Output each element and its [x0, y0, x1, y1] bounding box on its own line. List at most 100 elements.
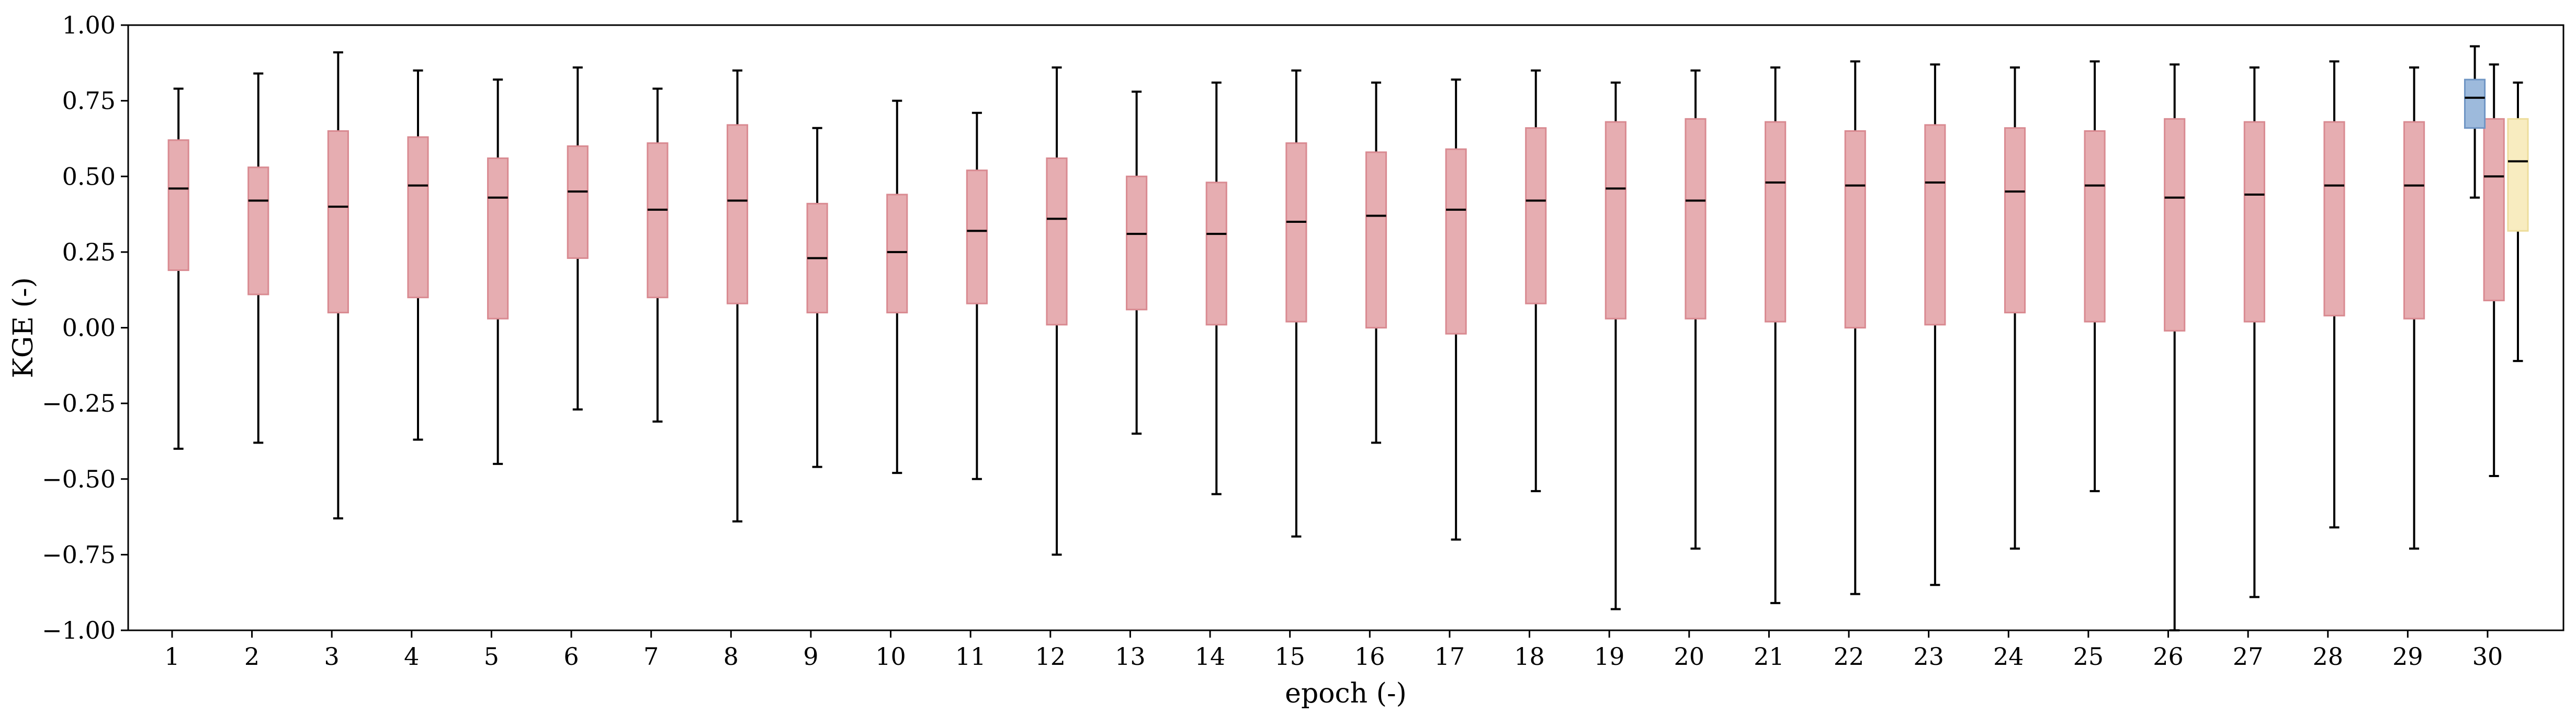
x-tick-label: 30 — [2472, 642, 2503, 671]
box-red-6 — [567, 66, 589, 411]
box-red-13 — [1126, 90, 1148, 435]
iqr-box — [1046, 157, 1068, 326]
x-tick-label: 5 — [484, 642, 499, 671]
y-axis-label: KGE (-) — [8, 277, 39, 378]
iqr-box — [1285, 142, 1307, 323]
box-red-2 — [247, 72, 269, 444]
box-red-19 — [1605, 81, 1626, 610]
box-red-5 — [487, 78, 509, 465]
x-tick-label: 9 — [803, 642, 818, 671]
box-red-4 — [407, 69, 429, 441]
x-tick-label: 4 — [404, 642, 419, 671]
x-tick-label: 2 — [244, 642, 259, 671]
box-red-21 — [1765, 66, 1787, 604]
x-tick-label: 12 — [1035, 642, 1066, 671]
iqr-box — [2403, 121, 2425, 320]
iqr-box — [1365, 151, 1387, 328]
y-tick-label: −0.25 — [42, 389, 116, 417]
x-tick-label: 6 — [563, 642, 579, 671]
iqr-box — [726, 124, 749, 304]
box-red-27 — [2243, 66, 2265, 598]
iqr-box — [1685, 118, 1707, 320]
x-tick-label: 28 — [2312, 642, 2343, 671]
iqr-box — [2483, 118, 2505, 301]
x-tick-label: 19 — [1594, 642, 1625, 671]
iqr-box — [1205, 182, 1227, 326]
x-tick-label: 13 — [1115, 642, 1146, 671]
iqr-box — [1525, 127, 1547, 304]
iqr-box — [647, 142, 669, 299]
iqr-box — [167, 139, 189, 271]
iqr-box — [2164, 118, 2186, 332]
box-red-1 — [167, 87, 189, 450]
iqr-box — [1605, 121, 1626, 320]
x-tick-label: 25 — [2073, 642, 2104, 671]
y-tick-label: −0.50 — [42, 465, 116, 493]
box-red-23 — [1924, 63, 1946, 586]
iqr-box — [886, 194, 908, 314]
box-plot-layer — [167, 45, 2529, 631]
iqr-box — [966, 169, 988, 304]
iqr-box — [1844, 130, 1866, 328]
box-red-25 — [2084, 60, 2106, 492]
y-tick-label: 0.50 — [62, 162, 116, 190]
box-red-22 — [1844, 60, 1866, 595]
plot-frame — [127, 24, 2564, 631]
box-red-29 — [2403, 66, 2425, 550]
box-red-14 — [1205, 81, 1227, 495]
x-tick-label: 23 — [1913, 642, 1944, 671]
x-tick-label: 21 — [1754, 642, 1784, 671]
iqr-box — [2323, 121, 2345, 316]
box-red-9 — [806, 127, 828, 468]
iqr-box — [2464, 78, 2486, 129]
x-tick-label: 24 — [1993, 642, 2024, 671]
x-axis-label: epoch (-) — [1285, 678, 1407, 709]
box-red-15 — [1285, 69, 1307, 538]
x-axis-ticks: 1 2 3 4 5 6 7 8 9 10 11 12 13 14 15 16 17 18 19 20 21 22 23 24 2… — [164, 630, 2503, 671]
y-tick-label: 0.25 — [62, 238, 116, 266]
x-tick-label: 22 — [1834, 642, 1865, 671]
box-red-8 — [726, 69, 749, 523]
box-blue-30 — [2464, 45, 2486, 199]
iqr-box — [327, 130, 349, 314]
x-tick-label: 3 — [324, 642, 340, 671]
x-tick-label: 20 — [1674, 642, 1705, 671]
x-tick-label: 11 — [955, 642, 986, 671]
box-red-10 — [886, 99, 908, 474]
iqr-box — [2004, 127, 2026, 314]
iqr-box — [1126, 175, 1148, 311]
iqr-box — [1445, 148, 1467, 335]
y-tick-label: 1.00 — [62, 11, 116, 39]
box-red-3 — [327, 51, 349, 519]
box-red-7 — [647, 87, 669, 423]
iqr-box — [567, 145, 589, 259]
x-tick-label: 29 — [2392, 642, 2423, 671]
iqr-box — [487, 157, 509, 320]
iqr-box — [2243, 121, 2265, 323]
x-tick-label: 18 — [1514, 642, 1545, 671]
x-tick-label: 8 — [724, 642, 739, 671]
iqr-box — [247, 166, 269, 296]
box-red-12 — [1046, 66, 1068, 556]
x-tick-label: 16 — [1354, 642, 1385, 671]
x-tick-label: 17 — [1434, 642, 1465, 671]
x-tick-label: 7 — [643, 642, 659, 671]
x-tick-label: 1 — [164, 642, 179, 671]
x-tick-label: 26 — [2153, 642, 2184, 671]
x-tick-label: 15 — [1274, 642, 1305, 671]
box-red-30 — [2483, 63, 2505, 477]
box-red-17 — [1445, 78, 1467, 541]
y-tick-label: −0.75 — [42, 540, 116, 569]
iqr-box — [1765, 121, 1787, 323]
x-tick-label: 14 — [1195, 642, 1226, 671]
box-red-24 — [2004, 66, 2026, 550]
iqr-box — [2507, 118, 2529, 232]
box-red-11 — [966, 111, 988, 480]
box-red-18 — [1525, 69, 1547, 492]
y-tick-label: −1.00 — [42, 616, 116, 644]
y-tick-label: 0.00 — [62, 314, 116, 342]
box-red-28 — [2323, 60, 2345, 529]
x-tick-label: 27 — [2233, 642, 2264, 671]
x-tick-label: 10 — [875, 642, 906, 671]
